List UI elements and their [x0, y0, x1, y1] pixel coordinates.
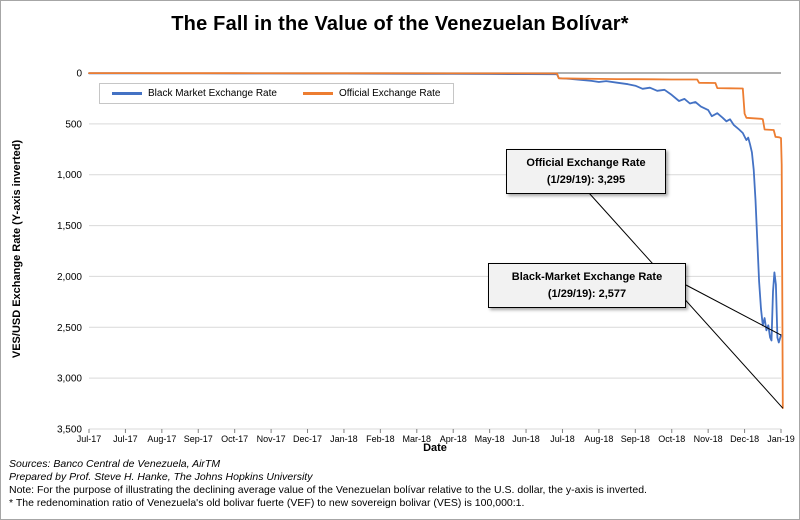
legend-swatch-official [302, 92, 333, 95]
x-tick-label: Aug-18 [584, 434, 613, 444]
x-tick-label: Jan-19 [767, 434, 795, 444]
x-tick-label: Jul-18 [550, 434, 575, 444]
chart-canvas: 05001,0001,5002,0002,5003,0003,500Jul-17… [57, 69, 795, 445]
annotation-leader-line [685, 284, 782, 336]
chart-legend: Black Market Exchange Rate Official Exch… [99, 83, 454, 104]
x-tick-label: Oct-18 [658, 434, 685, 444]
legend-swatch-black-market [112, 92, 142, 95]
y-tick-label: 2,000 [57, 272, 82, 283]
y-tick-label: 0 [76, 69, 82, 80]
x-tick-label: Jul-17 [113, 434, 138, 444]
chart-title: The Fall in the Value of the Venezuelan … [171, 13, 629, 35]
annotation-black-market-line2: (1/29/19): 2,577 [547, 287, 627, 300]
x-tick-label: Nov-18 [694, 434, 723, 444]
x-tick-label: Jan-18 [330, 434, 358, 444]
legend-item-official: Official Exchange Rate [302, 88, 441, 99]
y-axis-label: VES/USD Exchange Rate (Y-axis inverted) [11, 139, 23, 359]
x-tick-label: Jul-17 [77, 434, 102, 444]
x-tick-label: Dec-17 [293, 434, 322, 444]
annotation-black-market-line1: Black-Market Exchange Rate [511, 271, 663, 283]
x-tick-label: Jun-18 [512, 434, 540, 444]
y-tick-label: 2,500 [57, 323, 82, 334]
series-line-official [88, 72, 784, 410]
x-tick-label: Feb-18 [366, 434, 395, 444]
chart-area: 0 500 1,000 1,500 2,000 2,500 3,000 3,500 Jul-17… [1, 49, 799, 449]
x-tick-label: Sep-18 [621, 434, 650, 444]
y-tick-label: 1,000 [57, 170, 82, 181]
legend-item-black-market: Black Market Exchange Rate [112, 88, 277, 99]
annotation-official-line1: Official Exchange Rate [526, 157, 646, 169]
legend-label-black-market: Black Market Exchange Rate [148, 88, 277, 99]
x-tick-label: Sep-17 [184, 434, 213, 444]
y-tick-label: 3,000 [57, 374, 82, 385]
footer-redenomination: * The redenomination ratio of Venezuela'… [9, 496, 525, 509]
annotation-official-line2: (1/29/19): 3,295 [546, 173, 626, 186]
y-tick-label: 3,500 [57, 425, 82, 436]
y-tick-label: 1,500 [57, 221, 82, 232]
x-tick-label: Nov-17 [257, 434, 286, 444]
footer-note: Note: For the purpose of illustrating th… [9, 483, 647, 496]
x-tick-label: May-18 [475, 434, 505, 444]
annotation-black-market-rate: Black-Market Exchange Rate (1/29/19): 2,… [488, 263, 686, 308]
legend-label-official: Official Exchange Rate [338, 88, 441, 99]
x-tick-label: Dec-18 [730, 434, 759, 444]
x-tick-label: Apr-18 [440, 434, 467, 444]
x-axis-label: Date [423, 442, 447, 454]
x-tick-label: Aug-17 [147, 434, 176, 444]
x-tick-label: Mar-18 [403, 434, 432, 444]
footer-sources: Sources: Banco Central de Venezuela, Air… [9, 458, 221, 470]
annotation-official-rate: Official Exchange Rate (1/29/19): 3,295 [506, 149, 666, 194]
footer-prepared: Prepared by Prof. Steve H. Hanke, The Jo… [9, 470, 313, 483]
footer: Sources: Banco Central de Venezuela, Air… [9, 458, 791, 510]
y-tick-label: 500 [65, 119, 82, 130]
x-tick-label: Oct-17 [221, 434, 248, 444]
